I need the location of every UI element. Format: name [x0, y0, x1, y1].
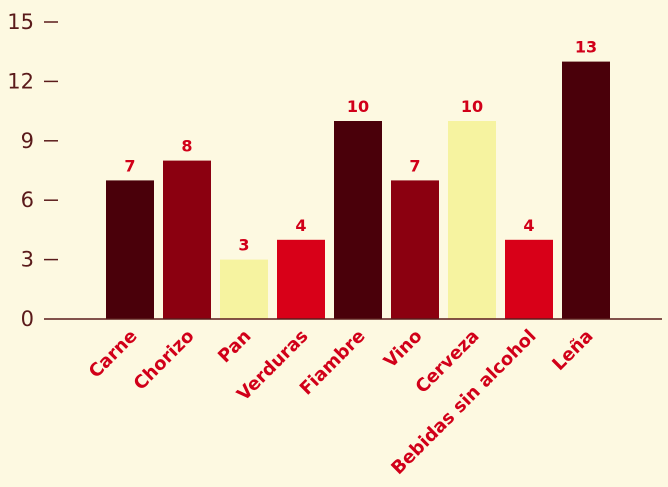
y-tick-label: 12 [7, 69, 34, 93]
value-label: 4 [523, 216, 534, 235]
y-tick-label: 3 [21, 248, 34, 272]
bar-pan [220, 259, 268, 319]
y-tick-label: 0 [21, 307, 34, 331]
y-tick-label: 6 [21, 188, 34, 212]
category-label: Carne [85, 326, 142, 383]
value-label: 7 [124, 156, 135, 175]
bar-fiambre [334, 121, 382, 319]
value-label: 13 [575, 38, 597, 57]
bar-verduras [277, 239, 325, 319]
bar-leña [562, 61, 610, 319]
value-label: 10 [347, 97, 369, 116]
value-label: 4 [295, 216, 306, 235]
value-label: 10 [461, 97, 483, 116]
y-axis: 0 3 6 9 12 15 [7, 10, 58, 331]
category-label: Pan [214, 326, 255, 367]
bar-carne [106, 180, 154, 319]
value-label: 3 [238, 236, 249, 255]
value-label: 8 [181, 137, 192, 156]
category-label: Chorizo [130, 326, 199, 395]
bar-bebidas-sin-alcohol [505, 239, 553, 319]
value-labels: 7 8 3 4 10 7 10 4 13 [124, 38, 597, 255]
bar-cerveza [448, 121, 496, 319]
y-tick-label: 15 [7, 10, 34, 34]
bars [106, 61, 610, 319]
category-label: Leña [548, 326, 597, 375]
value-label: 7 [409, 156, 420, 175]
bar-chorizo [163, 160, 211, 319]
category-label: Vino [380, 326, 427, 373]
y-tick-label: 9 [21, 129, 34, 153]
bar-vino [391, 180, 439, 319]
